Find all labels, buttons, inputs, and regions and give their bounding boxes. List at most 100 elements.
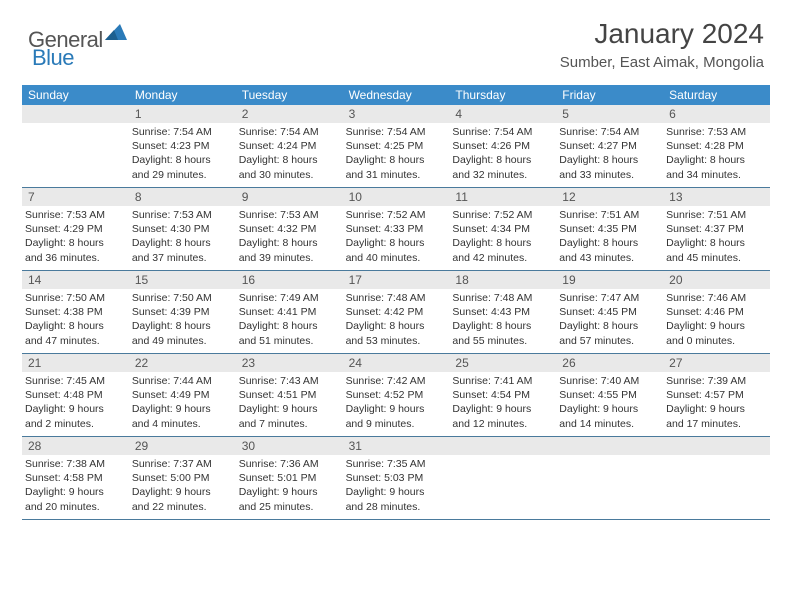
cell-daylight2: and 57 minutes. bbox=[559, 334, 660, 348]
cell-sunrise: Sunrise: 7:41 AM bbox=[452, 374, 553, 388]
calendar-cell bbox=[556, 437, 663, 519]
cell-daylight1: Daylight: 9 hours bbox=[666, 319, 767, 333]
cell-sunset: Sunset: 5:03 PM bbox=[346, 471, 447, 485]
cell-body: Sunrise: 7:52 AMSunset: 4:33 PMDaylight:… bbox=[343, 206, 450, 269]
cell-daylight1: Daylight: 8 hours bbox=[452, 153, 553, 167]
cell-daylight1: Daylight: 8 hours bbox=[132, 153, 233, 167]
cell-daylight1: Daylight: 8 hours bbox=[452, 319, 553, 333]
cell-body: Sunrise: 7:40 AMSunset: 4:55 PMDaylight:… bbox=[556, 372, 663, 435]
calendar-cell: 24Sunrise: 7:42 AMSunset: 4:52 PMDayligh… bbox=[343, 354, 450, 436]
cell-sunrise: Sunrise: 7:37 AM bbox=[132, 457, 233, 471]
cell-sunset: Sunset: 4:55 PM bbox=[559, 388, 660, 402]
cell-sunset: Sunset: 4:33 PM bbox=[346, 222, 447, 236]
cell-daylight2: and 14 minutes. bbox=[559, 417, 660, 431]
day-number bbox=[663, 437, 770, 455]
day-number: 30 bbox=[236, 437, 343, 455]
cell-sunset: Sunset: 4:23 PM bbox=[132, 139, 233, 153]
cell-sunset: Sunset: 4:52 PM bbox=[346, 388, 447, 402]
cell-body: Sunrise: 7:43 AMSunset: 4:51 PMDaylight:… bbox=[236, 372, 343, 435]
cell-body: Sunrise: 7:54 AMSunset: 4:27 PMDaylight:… bbox=[556, 123, 663, 186]
day-number: 8 bbox=[129, 188, 236, 206]
cell-daylight2: and 47 minutes. bbox=[25, 334, 126, 348]
cell-sunrise: Sunrise: 7:52 AM bbox=[452, 208, 553, 222]
cell-sunset: Sunset: 4:41 PM bbox=[239, 305, 340, 319]
cell-daylight1: Daylight: 8 hours bbox=[25, 319, 126, 333]
cell-daylight2: and 55 minutes. bbox=[452, 334, 553, 348]
cell-body: Sunrise: 7:52 AMSunset: 4:34 PMDaylight:… bbox=[449, 206, 556, 269]
cell-daylight2: and 40 minutes. bbox=[346, 251, 447, 265]
calendar-cell bbox=[22, 105, 129, 187]
day-number: 31 bbox=[343, 437, 450, 455]
cell-body bbox=[449, 455, 556, 461]
calendar-cell: 22Sunrise: 7:44 AMSunset: 4:49 PMDayligh… bbox=[129, 354, 236, 436]
cell-sunset: Sunset: 4:24 PM bbox=[239, 139, 340, 153]
cell-body: Sunrise: 7:48 AMSunset: 4:43 PMDaylight:… bbox=[449, 289, 556, 352]
day-number: 21 bbox=[22, 354, 129, 372]
cell-sunrise: Sunrise: 7:38 AM bbox=[25, 457, 126, 471]
week-row: 14Sunrise: 7:50 AMSunset: 4:38 PMDayligh… bbox=[22, 271, 770, 354]
cell-daylight1: Daylight: 8 hours bbox=[346, 236, 447, 250]
cell-daylight2: and 51 minutes. bbox=[239, 334, 340, 348]
cell-sunrise: Sunrise: 7:54 AM bbox=[559, 125, 660, 139]
cell-daylight1: Daylight: 9 hours bbox=[25, 402, 126, 416]
cell-daylight1: Daylight: 8 hours bbox=[666, 153, 767, 167]
day-number: 3 bbox=[343, 105, 450, 123]
calendar-cell: 10Sunrise: 7:52 AMSunset: 4:33 PMDayligh… bbox=[343, 188, 450, 270]
cell-body: Sunrise: 7:50 AMSunset: 4:38 PMDaylight:… bbox=[22, 289, 129, 352]
cell-daylight2: and 33 minutes. bbox=[559, 168, 660, 182]
logo-blue-wrap: Blue bbox=[32, 45, 74, 71]
cell-sunset: Sunset: 4:32 PM bbox=[239, 222, 340, 236]
day-number: 15 bbox=[129, 271, 236, 289]
cell-body: Sunrise: 7:36 AMSunset: 5:01 PMDaylight:… bbox=[236, 455, 343, 518]
cell-daylight1: Daylight: 8 hours bbox=[559, 319, 660, 333]
cell-sunset: Sunset: 4:48 PM bbox=[25, 388, 126, 402]
day-number: 19 bbox=[556, 271, 663, 289]
cell-body: Sunrise: 7:53 AMSunset: 4:29 PMDaylight:… bbox=[22, 206, 129, 269]
cell-sunrise: Sunrise: 7:42 AM bbox=[346, 374, 447, 388]
cell-sunrise: Sunrise: 7:54 AM bbox=[346, 125, 447, 139]
day-number: 14 bbox=[22, 271, 129, 289]
cell-sunrise: Sunrise: 7:48 AM bbox=[452, 291, 553, 305]
calendar-cell: 3Sunrise: 7:54 AMSunset: 4:25 PMDaylight… bbox=[343, 105, 450, 187]
day-number: 4 bbox=[449, 105, 556, 123]
day-header-saturday: Saturday bbox=[663, 85, 770, 105]
cell-daylight1: Daylight: 8 hours bbox=[132, 319, 233, 333]
calendar-cell: 21Sunrise: 7:45 AMSunset: 4:48 PMDayligh… bbox=[22, 354, 129, 436]
cell-daylight1: Daylight: 9 hours bbox=[239, 485, 340, 499]
cell-daylight2: and 12 minutes. bbox=[452, 417, 553, 431]
cell-sunset: Sunset: 4:38 PM bbox=[25, 305, 126, 319]
cell-sunset: Sunset: 4:34 PM bbox=[452, 222, 553, 236]
cell-daylight2: and 2 minutes. bbox=[25, 417, 126, 431]
cell-sunset: Sunset: 4:30 PM bbox=[132, 222, 233, 236]
cell-sunset: Sunset: 4:54 PM bbox=[452, 388, 553, 402]
week-row: 1Sunrise: 7:54 AMSunset: 4:23 PMDaylight… bbox=[22, 105, 770, 188]
cell-daylight2: and 42 minutes. bbox=[452, 251, 553, 265]
calendar-cell: 28Sunrise: 7:38 AMSunset: 4:58 PMDayligh… bbox=[22, 437, 129, 519]
month-title: January 2024 bbox=[560, 18, 764, 50]
cell-daylight2: and 29 minutes. bbox=[132, 168, 233, 182]
cell-sunrise: Sunrise: 7:45 AM bbox=[25, 374, 126, 388]
calendar-cell bbox=[449, 437, 556, 519]
cell-daylight1: Daylight: 9 hours bbox=[346, 402, 447, 416]
cell-sunset: Sunset: 4:35 PM bbox=[559, 222, 660, 236]
cell-body: Sunrise: 7:54 AMSunset: 4:23 PMDaylight:… bbox=[129, 123, 236, 186]
cell-body: Sunrise: 7:46 AMSunset: 4:46 PMDaylight:… bbox=[663, 289, 770, 352]
logo-triangle-icon bbox=[105, 24, 127, 45]
cell-daylight1: Daylight: 8 hours bbox=[559, 236, 660, 250]
cell-sunrise: Sunrise: 7:53 AM bbox=[132, 208, 233, 222]
cell-sunset: Sunset: 4:37 PM bbox=[666, 222, 767, 236]
header: General January 2024 Sumber, East Aimak,… bbox=[0, 0, 792, 75]
calendar-cell: 4Sunrise: 7:54 AMSunset: 4:26 PMDaylight… bbox=[449, 105, 556, 187]
cell-body: Sunrise: 7:48 AMSunset: 4:42 PMDaylight:… bbox=[343, 289, 450, 352]
cell-body: Sunrise: 7:54 AMSunset: 4:25 PMDaylight:… bbox=[343, 123, 450, 186]
cell-sunset: Sunset: 4:29 PM bbox=[25, 222, 126, 236]
cell-sunset: Sunset: 4:45 PM bbox=[559, 305, 660, 319]
cell-sunset: Sunset: 4:49 PM bbox=[132, 388, 233, 402]
cell-sunrise: Sunrise: 7:48 AM bbox=[346, 291, 447, 305]
cell-daylight2: and 28 minutes. bbox=[346, 500, 447, 514]
calendar-cell: 6Sunrise: 7:53 AMSunset: 4:28 PMDaylight… bbox=[663, 105, 770, 187]
cell-body: Sunrise: 7:45 AMSunset: 4:48 PMDaylight:… bbox=[22, 372, 129, 435]
cell-daylight2: and 17 minutes. bbox=[666, 417, 767, 431]
title-block: January 2024 Sumber, East Aimak, Mongoli… bbox=[560, 18, 764, 71]
cell-daylight1: Daylight: 8 hours bbox=[559, 153, 660, 167]
